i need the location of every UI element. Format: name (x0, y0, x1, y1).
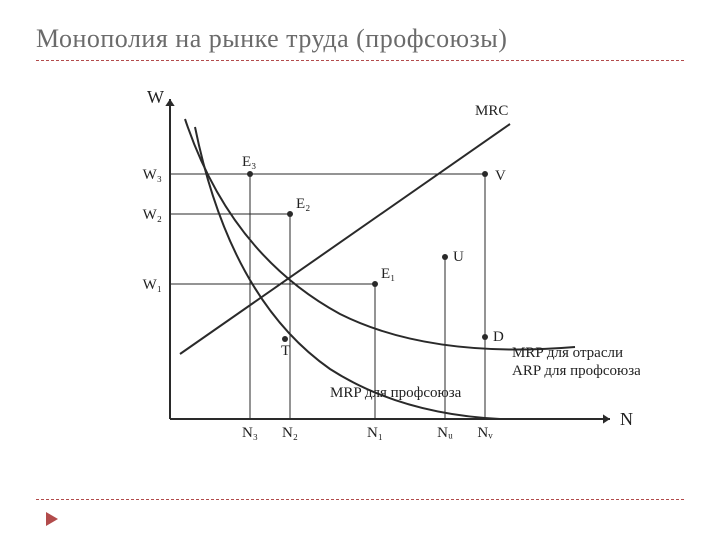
label-arp-union: ARP для профсоюза (512, 363, 640, 379)
tick-W3: W₃ (143, 167, 162, 183)
point-E3 (247, 171, 253, 177)
slide: Монополия на рынке труда (профсоюзы) N W M… (0, 0, 720, 540)
tick-NU: Nᵤ (437, 425, 453, 441)
chart-svg: N W MRC MRP для отрасли ARP для профсоюза MRP… (80, 79, 640, 479)
axis-label-x: N (620, 409, 633, 429)
point-label-V: V (495, 168, 506, 184)
label-mrc: MRC (475, 103, 508, 119)
point-label-E3: E₃ (242, 154, 256, 170)
point-label-U: U (453, 249, 464, 265)
point-V (482, 171, 488, 177)
label-mrp-industry: MRP для отрасли (512, 345, 623, 361)
point-label-E1: E₁ (381, 266, 395, 282)
label-mrp-union: MRP для профсоюза (330, 385, 462, 401)
point-label-D: D (493, 329, 504, 345)
tick-N2: N₂ (282, 425, 298, 441)
slide-title: Монополия на рынке труда (профсоюзы) (36, 24, 684, 61)
bullet-icon (46, 512, 58, 526)
tick-W2: W₂ (143, 207, 162, 223)
point-label-T: T (281, 343, 290, 359)
axis-label-y: W (147, 87, 164, 107)
tick-NV: Nᵥ (477, 425, 493, 441)
tick-N3: N₃ (242, 425, 258, 441)
tick-N1: N₁ (367, 425, 383, 441)
point-E2 (287, 211, 293, 217)
point-label-E2: E₂ (296, 196, 310, 212)
point-D (482, 334, 488, 340)
point-T (282, 336, 288, 342)
tick-W1: W₁ (143, 277, 162, 293)
point-U (442, 254, 448, 260)
curve-mrp-union (195, 127, 500, 419)
economics-chart: N W MRC MRP для отрасли ARP для профсоюза MRP… (80, 79, 640, 479)
footer-rule (36, 499, 684, 500)
point-E1 (372, 281, 378, 287)
